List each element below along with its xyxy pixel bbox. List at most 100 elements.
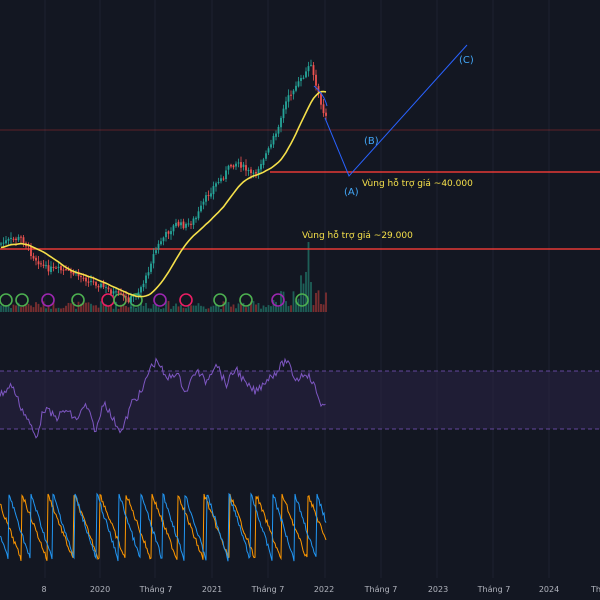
candle-body-17 [42,264,45,266]
volume-bar-114 [285,301,287,312]
candle-body-66 [165,232,167,238]
volume-bar-17 [42,301,45,312]
candle-body-15 [37,261,40,265]
wave-projection [313,44,468,177]
candle-body-6 [15,238,17,241]
candle-body-76 [190,223,192,225]
candle-body-4 [10,237,12,239]
volume-bar-85 [212,305,215,312]
candle-body-67 [167,231,170,234]
candle-body-130 [325,112,327,116]
volume-bar-103 [257,302,260,312]
volume-bar-16 [40,307,42,312]
volume-bar-110 [275,301,277,312]
volume-bar-94 [235,308,237,312]
volume-bar-118 [295,300,297,312]
candle-body-56 [140,287,142,293]
volume-bar-91 [227,302,230,312]
volume-bar-35 [87,302,90,312]
volume-bar-122 [305,271,307,312]
volume-bar-51 [127,307,130,312]
volume-bar-108 [270,306,272,312]
volume-bar-25 [62,307,65,312]
candle-body-26 [65,269,67,271]
x-tick-label-3: 2021 [202,585,222,594]
volume-bar-12 [30,305,32,312]
candle-body-104 [260,164,262,170]
candle-body-80 [200,205,202,212]
volume-bar-90 [225,302,227,312]
x-tick-label-1: 2020 [90,585,110,594]
rating-circle-8 [179,293,193,307]
volume-bar-56 [140,302,142,312]
candle-body-31 [77,271,80,277]
volume-bar-52 [130,306,132,312]
candle-body-43 [107,287,110,290]
x-tick-label-8: Tháng 7 [477,585,511,594]
volume-bar-111 [277,306,280,312]
candle-body-112 [280,117,282,128]
wave-label-a: (A) [344,187,359,198]
volume-bar-86 [215,304,217,312]
candle-body-69 [172,225,175,232]
candle-body-111 [277,126,280,134]
candle-body-50 [125,296,127,298]
volume-bar-21 [52,302,55,312]
volume-bar-77 [192,305,195,312]
candle-body-74 [185,223,187,228]
candle-body-86 [215,183,217,187]
candle-body-36 [90,280,92,282]
candle-body-97 [242,164,245,167]
volume-bar-53 [132,304,135,312]
candle-body-79 [197,211,200,219]
rsi-band [0,371,600,429]
volume-bar-44 [110,305,112,312]
candle-body-123 [307,66,310,72]
candle-body-62 [155,250,157,254]
x-tick-label-5: 2022 [314,585,334,594]
volume-bar-2 [5,305,7,312]
candle-body-52 [130,296,132,303]
x-tick-label-10: Th [590,585,600,594]
volume-bar-100 [250,301,252,312]
x-tick-label-6: Tháng 7 [364,585,398,594]
candle-body-34 [85,277,87,282]
volume-bar-98 [245,307,247,312]
candle-body-90 [225,170,227,180]
volume-bar-28 [70,303,72,312]
volume-bar-129 [322,304,325,312]
candle-body-57 [142,283,145,288]
volume-bar-18 [45,308,47,312]
candle-body-126 [315,74,317,86]
volume-bar-101 [252,301,255,312]
candle-body-35 [87,281,90,283]
candle-body-89 [222,178,225,180]
volume-bar-55 [137,306,140,312]
candle-body-73 [182,221,185,229]
candle-body-8 [20,236,22,238]
candle-body-99 [247,169,250,171]
candle-body-55 [137,292,140,297]
volume-bar-104 [260,308,262,312]
volume-bar-128 [320,303,322,312]
volume-bar-41 [102,303,105,312]
volume-bar-9 [22,305,25,312]
candle-body-98 [245,165,247,171]
volume-bar-15 [37,303,40,312]
volume-bar-45 [112,308,115,312]
candle-body-29 [72,272,75,275]
candle-body-16 [40,263,42,265]
volume-bar-99 [247,306,250,312]
candle-body-18 [45,265,47,267]
x-tick-label-4: Tháng 7 [251,585,285,594]
candle-body-40 [100,283,102,288]
volume-bar-78 [195,305,197,312]
volume-bar-89 [222,301,225,312]
candle-body-39 [97,285,100,288]
volume-bar-34 [85,302,87,312]
volume-bar-88 [220,308,222,312]
candle-body-85 [212,186,215,195]
volume-bar-109 [272,299,275,312]
volume-bar-33 [82,301,85,312]
